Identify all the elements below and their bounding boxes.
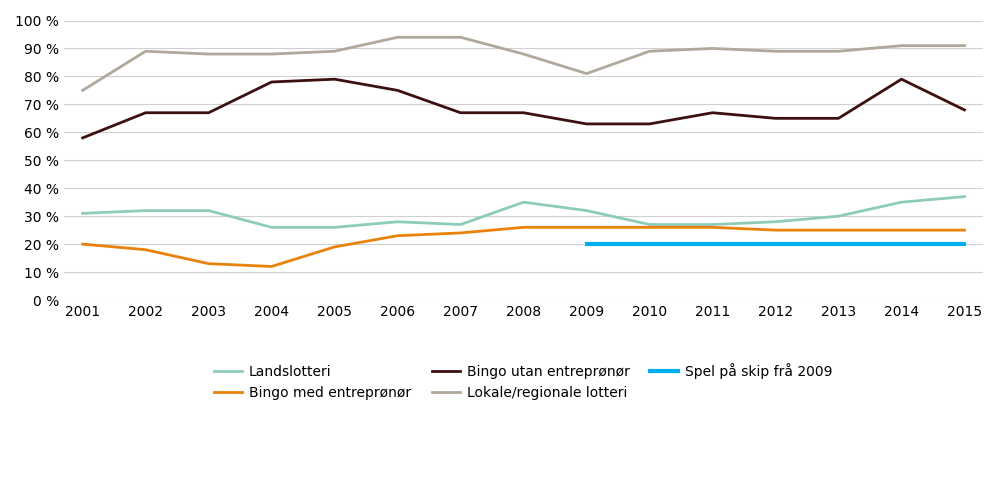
Lokale/regionale lotteri (770, 48, 782, 54)
Lokale/regionale lotteri (392, 34, 404, 40)
Bingo med entreprønør (329, 244, 341, 250)
Lokale/regionale lotteri (140, 48, 152, 54)
Lokale/regionale lotteri (518, 51, 530, 57)
Bingo utan entreprønør (832, 115, 844, 121)
Bingo utan entreprønør (266, 79, 278, 85)
Lokale/regionale lotteri (77, 87, 89, 93)
Bingo utan entreprønør (77, 135, 89, 141)
Landslotteri (203, 208, 215, 214)
Landslotteri (707, 222, 719, 228)
Landslotteri (518, 199, 530, 205)
Spel på skip frå 2009 (581, 241, 593, 247)
Lokale/regionale lotteri (203, 51, 215, 57)
Landslotteri (832, 213, 844, 219)
Spel på skip frå 2009 (895, 241, 907, 247)
Landslotteri (581, 208, 593, 214)
Lokale/regionale lotteri (581, 71, 593, 77)
Landslotteri (644, 222, 656, 228)
Legend: Landslotteri, Bingo med entreprønør, Bingo utan entreprønør, Lokale/regionale lo: Landslotteri, Bingo med entreprønør, Bin… (209, 357, 838, 405)
Bingo med entreprønør (895, 227, 907, 233)
Bingo med entreprønør (832, 227, 844, 233)
Lokale/regionale lotteri (895, 42, 907, 48)
Bingo utan entreprønør (518, 110, 530, 116)
Lokale/regionale lotteri (329, 48, 341, 54)
Lokale/regionale lotteri (707, 45, 719, 51)
Landslotteri (77, 211, 89, 217)
Bingo med entreprønør (581, 225, 593, 231)
Bingo med entreprønør (203, 260, 215, 266)
Bingo utan entreprønør (581, 121, 593, 127)
Landslotteri (140, 208, 152, 214)
Bingo med entreprønør (140, 247, 152, 252)
Bingo utan entreprønør (707, 110, 719, 116)
Bingo med entreprønør (707, 225, 719, 231)
Lokale/regionale lotteri (644, 48, 656, 54)
Bingo utan entreprønør (644, 121, 656, 127)
Spel på skip frå 2009 (644, 241, 656, 247)
Spel på skip frå 2009 (707, 241, 719, 247)
Landslotteri (895, 199, 907, 205)
Lokale/regionale lotteri (266, 51, 278, 57)
Bingo utan entreprønør (455, 110, 467, 116)
Bingo med entreprønør (77, 241, 89, 247)
Bingo med entreprønør (518, 225, 530, 231)
Landslotteri (266, 225, 278, 231)
Bingo utan entreprønør (392, 87, 404, 93)
Landslotteri (392, 219, 404, 225)
Bingo utan entreprønør (203, 110, 215, 116)
Line: Lokale/regionale lotteri: Lokale/regionale lotteri (83, 37, 964, 90)
Bingo med entreprønør (958, 227, 970, 233)
Bingo utan entreprønør (329, 76, 341, 82)
Bingo utan entreprønør (770, 115, 782, 121)
Bingo utan entreprønør (958, 107, 970, 113)
Lokale/regionale lotteri (958, 42, 970, 48)
Landslotteri (455, 222, 467, 228)
Landslotteri (329, 225, 341, 231)
Landslotteri (958, 194, 970, 200)
Landslotteri (770, 219, 782, 225)
Line: Bingo med entreprønør: Bingo med entreprønør (83, 228, 964, 266)
Bingo med entreprønør (392, 233, 404, 239)
Spel på skip frå 2009 (832, 241, 844, 247)
Bingo med entreprønør (644, 225, 656, 231)
Spel på skip frå 2009 (770, 241, 782, 247)
Line: Bingo utan entreprønør: Bingo utan entreprønør (83, 79, 964, 138)
Bingo utan entreprønør (895, 76, 907, 82)
Bingo utan entreprønør (140, 110, 152, 116)
Line: Landslotteri: Landslotteri (83, 197, 964, 228)
Spel på skip frå 2009 (958, 241, 970, 247)
Lokale/regionale lotteri (832, 48, 844, 54)
Bingo med entreprønør (266, 263, 278, 269)
Bingo med entreprønør (770, 227, 782, 233)
Bingo med entreprønør (455, 230, 467, 236)
Lokale/regionale lotteri (455, 34, 467, 40)
